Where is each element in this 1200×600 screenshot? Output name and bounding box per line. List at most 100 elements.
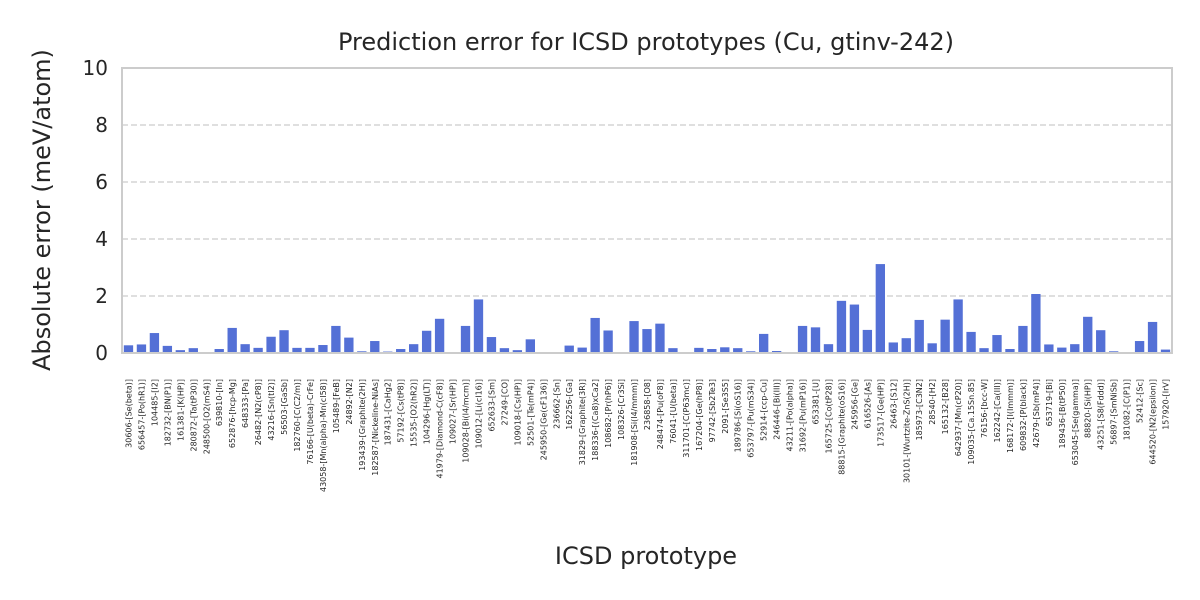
bar xyxy=(331,325,341,353)
bar xyxy=(279,330,289,353)
x-tick-label: 181908-[Si(I4/mmm)] xyxy=(630,379,639,466)
x-tick-label: 182760-[C(C2/m)] xyxy=(293,379,302,452)
grid-lines xyxy=(122,124,1172,297)
bar xyxy=(759,333,769,353)
x-tick-label: 248474-[Pu(oF8)] xyxy=(656,379,665,449)
x-tick-label: 162242-[Ca(III)] xyxy=(993,379,1002,442)
x-tick-label: 43058-[Mn(alpha)-Mn(cI58)] xyxy=(319,379,328,492)
x-tick-label: 30606-[Se(beta)] xyxy=(124,379,133,448)
bar xyxy=(370,341,380,353)
bar xyxy=(512,350,523,353)
x-tick-label: 161381-[K(HP)] xyxy=(176,379,185,441)
x-tick-label: 108682-[Pr(hP6)] xyxy=(604,379,613,448)
x-axis-label: ICSD prototype xyxy=(555,542,737,570)
x-tick-label: 245956-[Ge] xyxy=(850,379,859,430)
bar xyxy=(810,327,821,353)
x-tick-label: 109018-[Cs(HP)] xyxy=(513,379,522,446)
x-tick-label: 76156-[bcc-W] xyxy=(980,379,989,438)
bar xyxy=(460,325,471,353)
x-tick-label: 182587-[Nickeline-NiAs] xyxy=(371,379,380,476)
x-tick-label: 76041-[U(beta)] xyxy=(669,379,678,444)
bar xyxy=(629,321,639,353)
x-tick-label: 88815-[Graphite(oS16)] xyxy=(837,379,846,475)
x-tick-label: 181082-[C(P1)] xyxy=(1123,379,1132,440)
x-tick-label: 26482-[N2(cP8)] xyxy=(254,379,263,445)
bar xyxy=(940,319,950,353)
x-tick-label: 52914-[ccp-Cu] xyxy=(760,379,769,441)
bar xyxy=(888,342,898,353)
x-tick-label: 43216-[Sn(tI2)] xyxy=(267,379,276,441)
x-tick-label: 236858-[O8] xyxy=(643,379,652,430)
y-tick-label: 2 xyxy=(95,284,108,308)
x-tick-label: 173517-[Ge(HP)] xyxy=(876,379,885,447)
x-tick-label: 616526-[As] xyxy=(863,379,872,428)
x-tick-label: 26463-[S12] xyxy=(889,379,898,429)
x-tick-label: 656457-[Po(hR1)] xyxy=(137,379,146,450)
bar xyxy=(344,337,354,353)
x-tick-label: 109012-[Li(cI16)] xyxy=(474,379,483,449)
x-tick-label: 43251-[S8(Fddd)] xyxy=(1097,379,1106,450)
x-tick-label: 165725-[Co(tP28)] xyxy=(824,379,833,454)
bar xyxy=(227,327,237,353)
x-tick-label: 104296-[Hg(LT)] xyxy=(423,379,432,444)
bar xyxy=(733,348,743,353)
bar xyxy=(875,264,885,353)
y-tick-label: 6 xyxy=(95,170,108,194)
x-tick-label: 30101-[Wurtzite-ZnS(2H)] xyxy=(902,379,911,483)
x-tick-label: 157920-[IrV] xyxy=(1162,379,1171,430)
bar xyxy=(473,299,484,353)
y-tick-label: 4 xyxy=(95,227,108,251)
x-tick-label: 2091-[Se3S5] xyxy=(721,379,730,434)
x-tick-label: 109028-[Bi(I4/mcm)] xyxy=(462,379,471,463)
bar xyxy=(668,348,678,353)
bar xyxy=(927,343,937,353)
x-tick-label: 185973-[C3N2] xyxy=(915,379,924,440)
bar xyxy=(642,329,652,353)
bar xyxy=(953,299,963,353)
x-tick-label: 189436-[B(tP50)] xyxy=(1058,379,1067,449)
x-tick-label: 248500-[O2(mS4)] xyxy=(202,379,211,454)
bar xyxy=(1147,321,1158,353)
x-tick-label: 189786-[Si(oS16)] xyxy=(734,379,743,452)
x-tick-label: 187431-[CaHg2] xyxy=(384,379,393,445)
bar xyxy=(655,323,665,353)
bar xyxy=(434,318,445,353)
x-tick-label: 56897-[SmNiSb] xyxy=(1110,379,1119,445)
x-tick-label: 88820-[Si(HP)] xyxy=(1084,379,1093,438)
bar xyxy=(175,350,185,353)
x-tick-label: 28540-[H2] xyxy=(928,379,937,425)
bar xyxy=(849,304,860,353)
bar xyxy=(396,349,406,353)
bar xyxy=(499,348,510,353)
x-tick-label: 246446-[Bi(III)] xyxy=(773,379,782,440)
plot-frame xyxy=(121,67,1173,354)
bar xyxy=(1083,316,1093,353)
bar xyxy=(1070,344,1080,353)
bar xyxy=(1031,294,1041,353)
x-tick-label: 76166-[U(beta)-CrFe] xyxy=(306,379,315,465)
x-tick-labels: 30606-[Se(beta)] 656457-[Po(hR1)] 104485-[… xyxy=(124,379,1170,492)
x-tick-label: 653381-[U] xyxy=(812,379,821,425)
bar xyxy=(149,333,160,353)
y-tick-label: 0 xyxy=(95,341,108,365)
bar xyxy=(318,345,328,353)
chart-title: Prediction error for ICSD prototypes (Cu… xyxy=(338,28,954,56)
y-tick-labels: 0 2 4 6 8 10 xyxy=(83,56,108,365)
bar xyxy=(1160,349,1171,353)
bar xyxy=(862,329,873,353)
y-tick-label: 8 xyxy=(95,113,108,137)
bar xyxy=(409,344,419,353)
x-tick-label: 105489-[FeB] xyxy=(332,379,341,433)
x-tick-label: 280872-[Ta(tP30)] xyxy=(189,379,198,452)
x-tick-label: 31692-[Pu(mP16)] xyxy=(799,379,808,452)
x-tick-label: 15535-[O2(hR2)] xyxy=(410,379,419,447)
x-tick-label: 42679-[Sb(mP4)] xyxy=(1032,379,1041,448)
x-tick-label: 182732-[BN(P1)] xyxy=(163,379,172,446)
bar xyxy=(914,319,924,353)
x-tick-label: 167204-[Ge(hP8)] xyxy=(695,379,704,451)
bar xyxy=(421,330,432,353)
bar xyxy=(1018,325,1028,353)
bar xyxy=(836,300,847,353)
bar xyxy=(266,336,276,353)
